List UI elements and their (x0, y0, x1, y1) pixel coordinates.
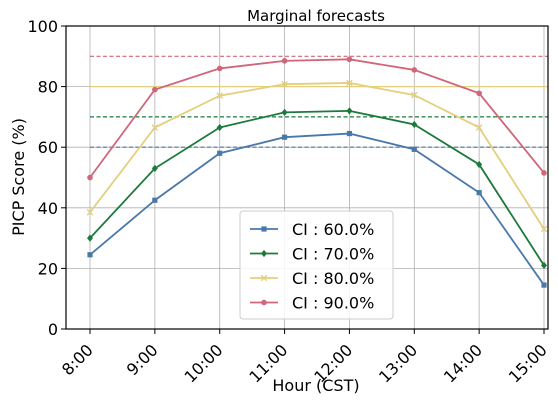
x-tick-label: 9:00 (123, 340, 162, 379)
y-axis-title: PICP Score (%) (9, 118, 28, 236)
series-point (152, 197, 158, 203)
chart-title: Marginal forecasts (247, 7, 385, 25)
series-point (261, 226, 267, 232)
series-point (281, 58, 288, 64)
series-point (475, 124, 483, 131)
series-point (216, 65, 223, 72)
series-point (86, 209, 94, 216)
legend-label: CI : 70.0% (292, 245, 374, 264)
x-tick-label: 14:00 (440, 340, 486, 386)
series-point (410, 91, 418, 99)
x-tick-label: 8:00 (58, 340, 97, 379)
series-point (541, 261, 547, 269)
series-point (411, 120, 418, 129)
x-tick-label: 10:00 (181, 340, 227, 386)
plot-frame (65, 25, 549, 330)
series-line (89, 58, 545, 179)
series-line (89, 132, 545, 286)
series-point (411, 67, 418, 73)
series-point (281, 134, 288, 140)
series-point (281, 108, 288, 116)
y-tick-label: 80 (38, 78, 58, 97)
legend-item: CI : 80.0% (250, 269, 374, 288)
series-group (87, 107, 547, 269)
series-point (476, 190, 482, 196)
series-point (261, 299, 267, 306)
series-point (411, 146, 417, 152)
series-point (87, 234, 93, 242)
series-point (281, 80, 288, 88)
y-tick-label: 20 (38, 259, 58, 278)
series-point (540, 225, 548, 233)
legend-box (239, 210, 394, 320)
series-point (151, 124, 159, 131)
series-group (86, 79, 548, 233)
series-point (87, 252, 93, 258)
series-group (87, 130, 547, 288)
series-point (346, 79, 353, 87)
series-point (346, 130, 353, 137)
y-tick-label: 40 (38, 199, 58, 218)
y-tick-label: 100 (27, 17, 58, 36)
series-point (260, 274, 268, 282)
series-point (87, 174, 93, 181)
series-point (217, 150, 223, 156)
series-point (346, 56, 353, 63)
y-axis-ticks: 0 20 40 60 80 100 (27, 17, 66, 339)
series-point (476, 90, 482, 97)
series-point (216, 123, 223, 132)
legend: CI : 60.0% CI : 70.0% CI : 80.0% CI : 90.0% (239, 210, 394, 320)
series-point (261, 249, 267, 258)
series-point (216, 92, 224, 99)
legend-label: CI : 80.0% (292, 269, 374, 288)
x-tick-label: 15:00 (505, 340, 551, 386)
x-axis-title: Hour (CST) (272, 376, 359, 395)
y-tick-label: 0 (48, 320, 58, 339)
series-point (346, 107, 353, 115)
series-line (89, 82, 545, 230)
series-layer (86, 56, 548, 288)
series-line (89, 109, 545, 266)
series-point (152, 86, 158, 93)
series-point (476, 160, 483, 169)
y-tick-label: 60 (38, 138, 58, 157)
series-group (87, 56, 547, 181)
legend-label: CI : 90.0% (292, 294, 374, 313)
legend-item: CI : 90.0% (250, 294, 374, 313)
x-tick-label: 13:00 (375, 340, 421, 386)
series-point (151, 164, 158, 173)
legend-item: CI : 60.0% (250, 220, 374, 239)
series-point (541, 170, 547, 176)
series-point (541, 282, 547, 288)
legend-label: CI : 60.0% (292, 220, 374, 239)
legend-item: CI : 70.0% (250, 245, 374, 264)
